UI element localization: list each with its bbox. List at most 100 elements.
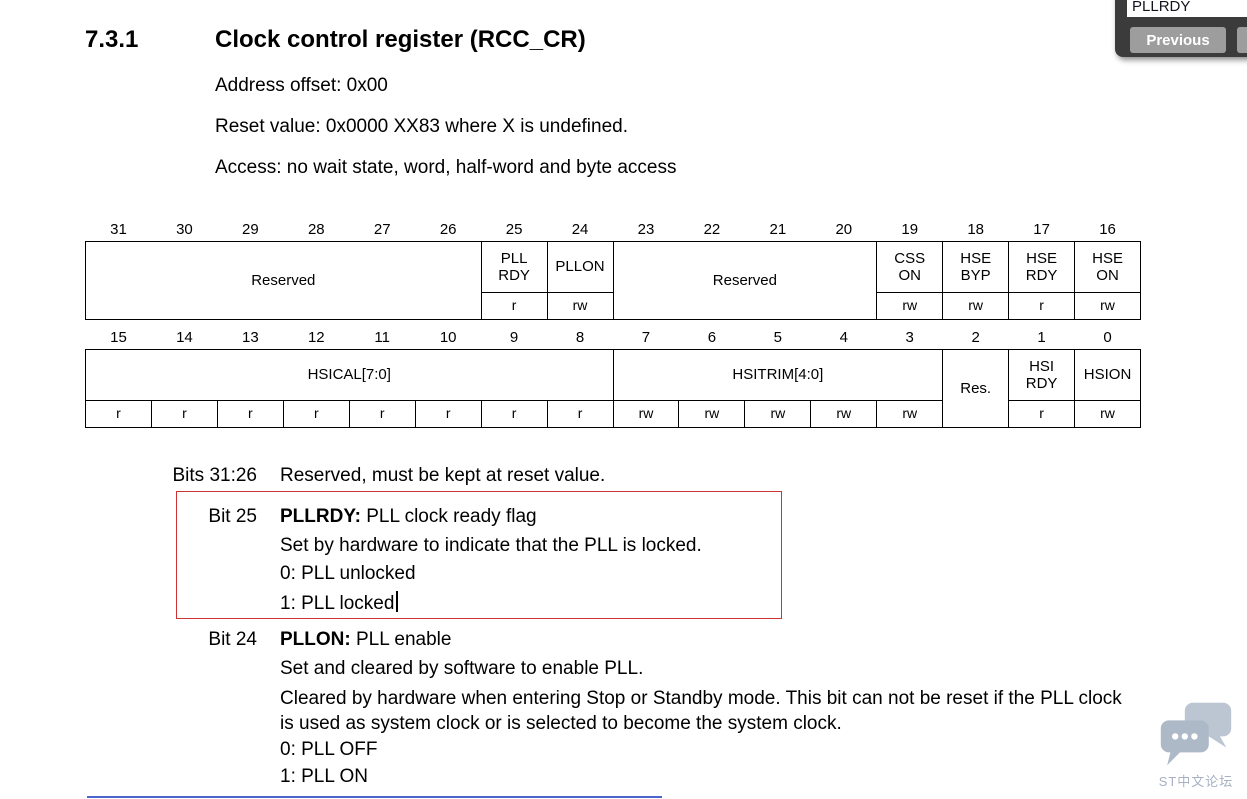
bit-number: 23: [637, 220, 655, 238]
bit25-value1-text: 1: PLL locked: [280, 593, 395, 614]
field-hseon: HSE ON: [1074, 240, 1141, 293]
access-hseon: rw: [1074, 291, 1141, 320]
next-button[interactable]: [1237, 27, 1247, 53]
bit25-title: PLL clock ready flag: [360, 506, 537, 527]
bit-number: 14: [176, 328, 193, 346]
field-reserved-23-20: Reserved: [612, 240, 878, 320]
bit24-title: PLL enable: [350, 629, 452, 650]
access-hsical-bit: r: [546, 399, 614, 428]
bit-number: 12: [307, 328, 325, 346]
access-hsitrim-bit: rw: [876, 399, 944, 428]
bit-number: 1: [1037, 328, 1046, 346]
bit-number: 4: [839, 328, 848, 346]
field-hsitrim: HSITRIM[4:0]: [612, 348, 944, 401]
bit-number: 7: [641, 328, 651, 346]
register-table-high: 31 30 29 28 27 26 25 24 23 22 21 20 19 1…: [85, 220, 1141, 320]
bit25-value0-line: 0: PLL unlocked: [280, 563, 416, 584]
chat-bubbles-icon: [1160, 702, 1232, 766]
bit-number: 31: [110, 220, 127, 238]
section-number: 7.3.1: [85, 26, 139, 53]
bit-number: 20: [835, 220, 853, 238]
access-line: Access: no wait state, word, half-word a…: [215, 157, 677, 178]
bit24-value0-line: 0: PLL OFF: [280, 739, 378, 760]
field-res-bit2: Res.: [942, 348, 1010, 428]
access-hsirdy: r: [1008, 399, 1076, 428]
bit25-label: Bit 25: [208, 506, 257, 527]
bit-number: 29: [242, 220, 259, 238]
bit-number: 10: [439, 328, 457, 346]
bit-number: 18: [967, 220, 984, 238]
page-title: Clock control register (RCC_CR): [215, 26, 586, 53]
bit-range-label: Bits 31:26: [172, 465, 258, 486]
bit-number: 13: [242, 328, 259, 346]
access-hsion: rw: [1074, 399, 1141, 428]
bit24-title-line: PLLON: PLL enable: [280, 629, 451, 651]
bit-number: 5: [773, 328, 783, 346]
access-hsitrim-bit: rw: [678, 399, 746, 428]
access-hsical-bit: r: [480, 399, 548, 428]
bit-number-row: 31 30 29 28 27 26 25 24 23 22 21 20 19 1…: [86, 220, 1141, 241]
bit-number: 17: [1033, 220, 1050, 238]
access-hsical-bit: r: [414, 399, 482, 428]
bit25-term: PLLRDY:: [280, 506, 361, 527]
field-name-row: HSICAL[7:0] HSITRIM[4:0] Res. HSI RDY HS…: [85, 348, 1141, 428]
field-name-row: Reserved PLL RDY PLLON Reserved CSS ON H…: [85, 240, 1141, 320]
access-hsitrim-bit: rw: [810, 399, 878, 428]
bit25-desc-line: Set by hardware to indicate that the PLL…: [280, 535, 702, 556]
bit-number: 25: [505, 220, 523, 238]
blue-underline: [87, 796, 662, 798]
field-hsirdy: HSI RDY: [1008, 348, 1076, 401]
bit-number: 15: [110, 328, 127, 346]
access-hsical-bit: r: [348, 399, 416, 428]
previous-button[interactable]: Previous: [1130, 27, 1226, 53]
field-pllon: PLLON: [546, 240, 614, 293]
access-hsical-bit: r: [282, 399, 350, 428]
access-pllrdy: r: [480, 291, 548, 320]
bit25-value1-line: 1: PLL locked: [280, 591, 399, 615]
bit24-desc-line: Set and cleared by software to enable PL…: [280, 658, 644, 679]
access-hsical-bit: r: [85, 399, 152, 428]
bit-range-text: Reserved, must be kept at reset value.: [280, 465, 606, 486]
highlight-box: [176, 491, 782, 619]
bit-number: 19: [901, 220, 919, 238]
text-cursor: [396, 591, 399, 612]
bit24-term: PLLON:: [280, 629, 351, 650]
access-hsitrim-bit: rw: [744, 399, 812, 428]
bit24-desc-paragraph: Cleared by hardware when entering Stop o…: [280, 688, 1122, 734]
bit-number-row: 15 14 13 12 11 10 9 8 7 6 5 4 3 2 1 0: [86, 328, 1141, 349]
field-reserved-31-26: Reserved: [85, 240, 482, 320]
address-offset-line: Address offset: 0x00: [215, 75, 388, 96]
bit-number: 30: [176, 220, 193, 238]
watermark: ST中文论坛: [1150, 698, 1242, 790]
bit-number: 3: [905, 328, 914, 346]
bit-number: 26: [439, 220, 457, 238]
bit24-value1-line: 1: PLL ON: [280, 766, 369, 787]
access-row: r rw rw rw r rw: [86, 291, 1141, 320]
bit-number: 22: [703, 220, 721, 238]
access-hsebyp: rw: [942, 291, 1010, 320]
access-pllon: rw: [546, 291, 614, 320]
bit-number: 0: [1103, 328, 1112, 346]
field-hsebyp: HSE BYP: [942, 240, 1010, 293]
field-hsical: HSICAL[7:0]: [85, 348, 614, 401]
access-row: r r r r r r r r rw rw rw rw rw r rw: [85, 399, 1141, 428]
bit-number: 8: [575, 328, 585, 346]
access-csson: rw: [876, 291, 944, 320]
bit-number: 27: [373, 220, 391, 238]
field-pllrdy: PLL RDY: [480, 240, 548, 293]
field-csson: CSS ON: [876, 240, 944, 293]
search-input[interactable]: PLLRDY: [1127, 0, 1247, 17]
register-table-low: 15 14 13 12 11 10 9 8 7 6 5 4 3 2 1 0 HS…: [85, 328, 1141, 428]
bit-number: 16: [1099, 220, 1116, 238]
access-hserdy: r: [1008, 291, 1076, 320]
bit-number: 11: [374, 328, 390, 346]
bit-number: 2: [971, 328, 980, 346]
field-hsion: HSION: [1074, 348, 1141, 401]
bit-number: 24: [571, 220, 589, 238]
access-hsical-bit: r: [150, 399, 218, 428]
reset-value-line: Reset value: 0x0000 XX83 where X is unde…: [215, 116, 628, 137]
field-hserdy: HSE RDY: [1008, 240, 1076, 293]
access-hsitrim-bit: rw: [612, 399, 680, 428]
bit-number: 6: [707, 328, 717, 346]
bit-number: 21: [769, 220, 787, 238]
